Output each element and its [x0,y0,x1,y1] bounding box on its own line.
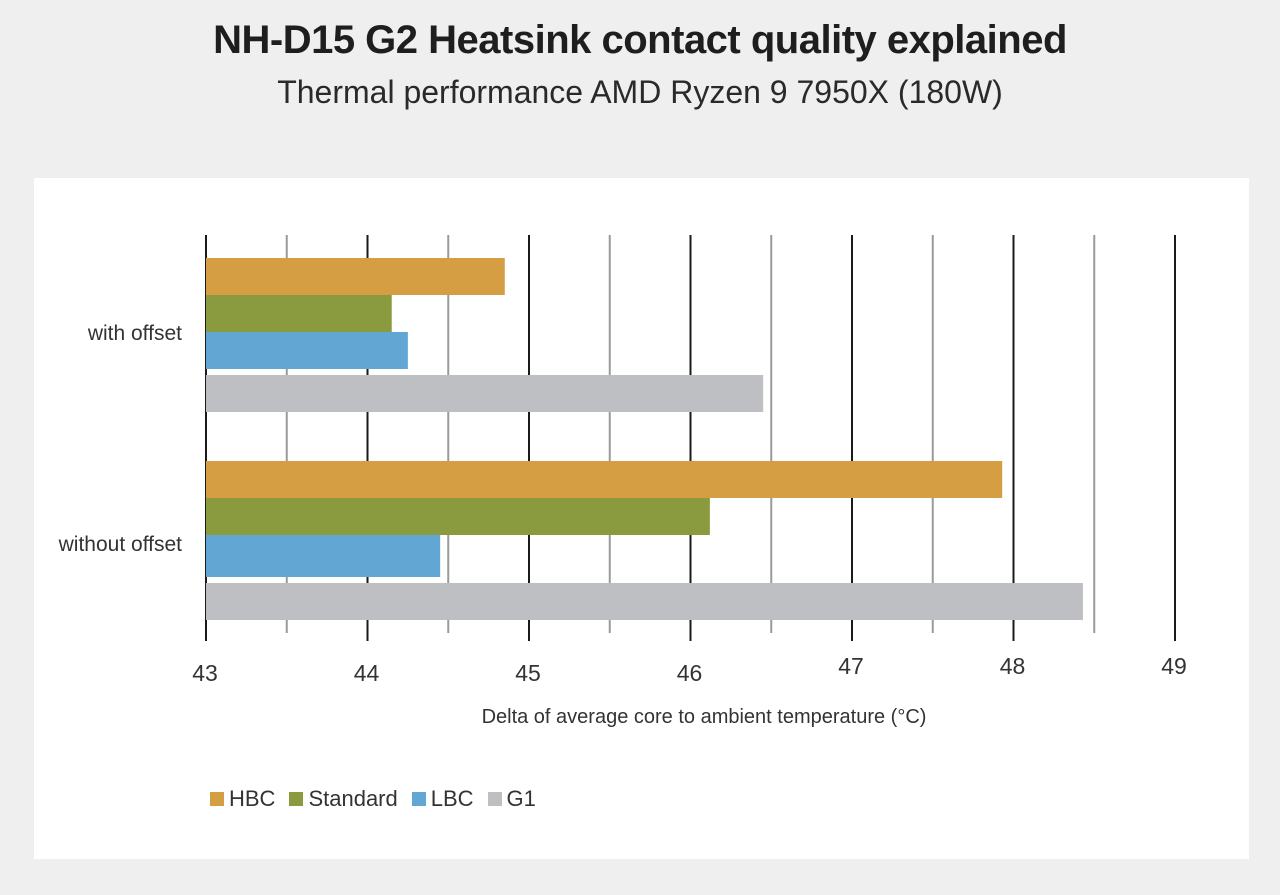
bar-hbc-without-offset [206,461,1003,498]
bar-standard-with-offset [206,295,392,332]
bar-standard-without-offset [206,498,710,535]
x-tick-label: 48 [1000,653,1026,679]
chart-panel: with offset without offset 43 44 45 46 47 48 49 D… [34,178,1249,859]
category-label: with offset [87,322,182,345]
chart-subtitle: Thermal performance AMD Ryzen 9 7950X (1… [277,74,1003,110]
x-tick-label: 45 [515,660,541,686]
legend-item-g1: G1 [487,786,536,812]
legend-label: G1 [506,786,536,811]
x-tick-label: 43 [192,660,218,686]
bar-g1-with-offset [206,375,764,412]
legend-item-standard: Standard [289,786,398,812]
x-tick-label: 49 [1161,653,1187,679]
legend-swatch [411,792,426,806]
x-tick-label: 46 [677,660,703,686]
labels: with offset without offset 43 44 45 46 47 48 49 D… [58,322,1187,728]
legend-label: LBC [430,786,474,811]
legend-swatch [487,792,502,806]
legend-item-hbc: HBC [210,786,275,812]
chart-title: NH-D15 G2 Heatsink contact quality expla… [213,18,1067,62]
x-axis-title: Delta of average core to ambient tempera… [482,706,927,728]
x-tick-label: 47 [838,653,864,679]
bar-lbc-with-offset [206,332,408,369]
category-label: without offset [58,533,183,556]
bar-hbc-with-offset [206,258,505,295]
chart-legend: HBC Standard LBC G1 [210,786,536,812]
legend-swatch [289,792,304,806]
bar-chart: with offset without offset 43 44 45 46 47 48 49 D… [58,235,1187,728]
legend-label: Standard [308,786,398,811]
x-tick-label: 44 [354,660,380,686]
legend-label: HBC [229,786,276,811]
bar-g1-without-offset [206,583,1083,620]
bars [206,258,1083,620]
bar-lbc-without-offset [206,535,441,577]
legend-swatch [210,792,224,806]
legend-item-lbc: LBC [411,786,474,812]
